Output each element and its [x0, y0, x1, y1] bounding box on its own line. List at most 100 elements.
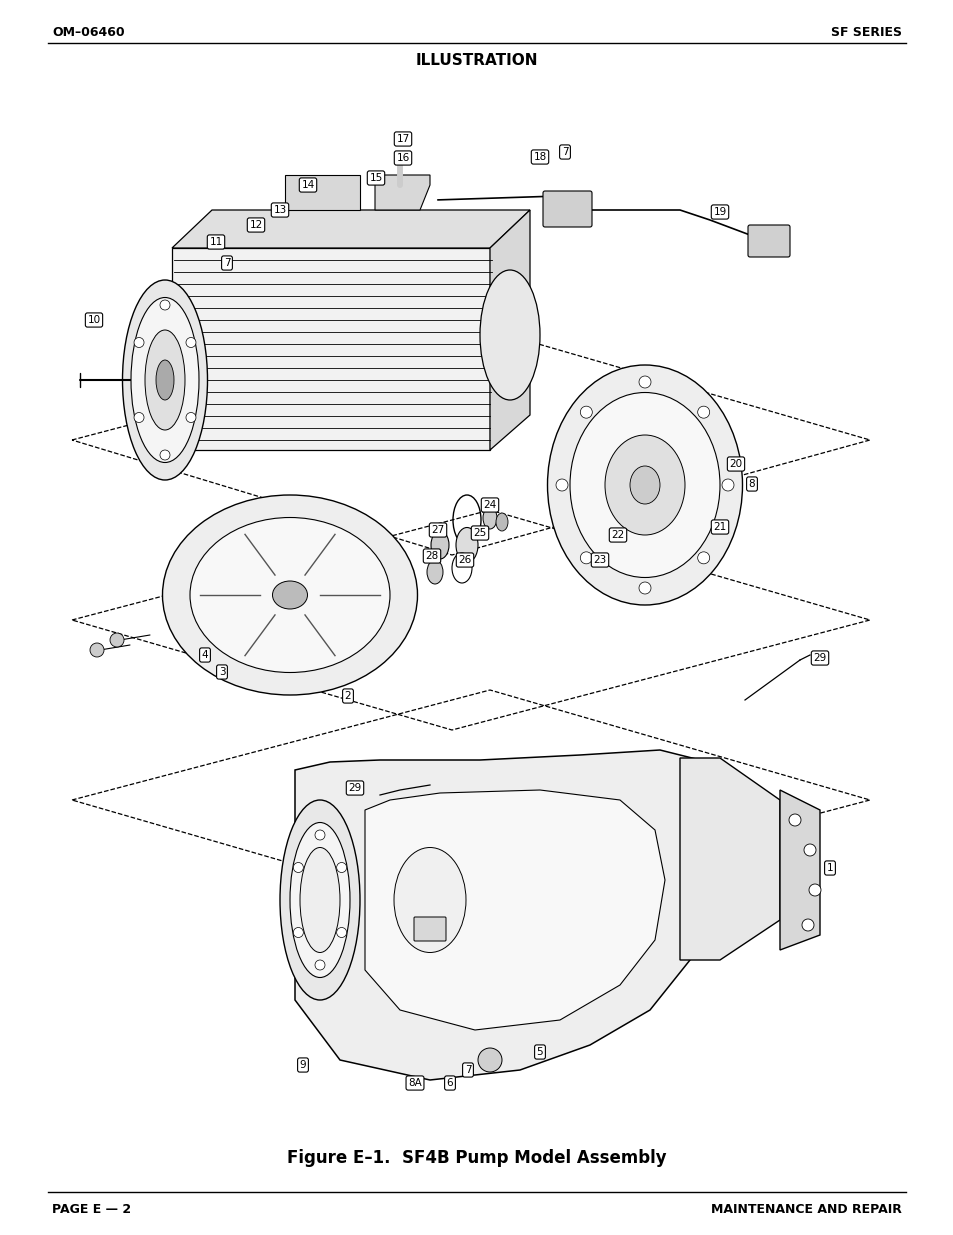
Circle shape — [579, 552, 592, 564]
Circle shape — [293, 927, 303, 937]
Text: 4: 4 — [201, 650, 208, 659]
Circle shape — [90, 643, 104, 657]
Text: 17: 17 — [395, 135, 409, 144]
Circle shape — [110, 634, 124, 647]
Ellipse shape — [162, 495, 417, 695]
Polygon shape — [172, 248, 490, 450]
Ellipse shape — [456, 527, 477, 562]
Text: 12: 12 — [249, 220, 262, 230]
FancyBboxPatch shape — [542, 191, 592, 227]
Text: 26: 26 — [457, 555, 471, 564]
Ellipse shape — [131, 298, 199, 462]
Circle shape — [336, 927, 346, 937]
Text: 7: 7 — [561, 147, 568, 157]
Text: SF SERIES: SF SERIES — [830, 26, 901, 38]
Text: 11: 11 — [209, 237, 222, 247]
Circle shape — [477, 1049, 501, 1072]
Text: 13: 13 — [274, 205, 286, 215]
Circle shape — [788, 814, 801, 826]
Text: 25: 25 — [473, 529, 486, 538]
Circle shape — [721, 479, 733, 492]
Polygon shape — [679, 758, 780, 960]
Ellipse shape — [569, 393, 720, 578]
Polygon shape — [172, 210, 530, 248]
Text: 19: 19 — [713, 207, 726, 217]
Circle shape — [697, 552, 709, 564]
Text: 22: 22 — [611, 530, 624, 540]
Circle shape — [133, 337, 144, 347]
Ellipse shape — [290, 823, 350, 977]
Text: 20: 20 — [729, 459, 741, 469]
Circle shape — [186, 412, 195, 422]
Text: 8A: 8A — [408, 1078, 421, 1088]
Circle shape — [801, 919, 813, 931]
Ellipse shape — [299, 847, 339, 952]
Text: 28: 28 — [425, 551, 438, 561]
Text: 6: 6 — [446, 1078, 453, 1088]
Polygon shape — [780, 790, 820, 950]
Text: 10: 10 — [88, 315, 100, 325]
Polygon shape — [365, 790, 664, 1030]
Ellipse shape — [604, 435, 684, 535]
Circle shape — [293, 862, 303, 872]
Circle shape — [186, 337, 195, 347]
Ellipse shape — [273, 580, 307, 609]
Ellipse shape — [190, 517, 390, 673]
Text: 1: 1 — [826, 863, 832, 873]
Text: 7: 7 — [464, 1065, 471, 1074]
Text: 15: 15 — [369, 173, 382, 183]
Text: 14: 14 — [301, 180, 314, 190]
Circle shape — [803, 844, 815, 856]
Text: 21: 21 — [713, 522, 726, 532]
Circle shape — [556, 479, 567, 492]
Text: OM–06460: OM–06460 — [52, 26, 125, 38]
Text: 9: 9 — [299, 1060, 306, 1070]
Text: 8: 8 — [748, 479, 755, 489]
Ellipse shape — [122, 280, 208, 480]
Text: 18: 18 — [533, 152, 546, 162]
Text: 27: 27 — [431, 525, 444, 535]
Ellipse shape — [479, 270, 539, 400]
Text: 5: 5 — [537, 1047, 543, 1057]
Ellipse shape — [379, 827, 479, 972]
Text: 23: 23 — [593, 555, 606, 564]
FancyBboxPatch shape — [747, 225, 789, 257]
Circle shape — [314, 830, 325, 840]
Circle shape — [579, 406, 592, 419]
Text: PAGE E — 2: PAGE E — 2 — [52, 1203, 131, 1216]
Text: 24: 24 — [483, 500, 497, 510]
Ellipse shape — [629, 466, 659, 504]
Ellipse shape — [145, 330, 185, 430]
Ellipse shape — [482, 508, 497, 529]
Polygon shape — [294, 750, 720, 1079]
Text: Figure E–1.  SF4B Pump Model Assembly: Figure E–1. SF4B Pump Model Assembly — [287, 1149, 666, 1167]
Ellipse shape — [280, 800, 359, 1000]
Circle shape — [160, 300, 170, 310]
Text: 29: 29 — [348, 783, 361, 793]
Text: 7: 7 — [223, 258, 230, 268]
Circle shape — [808, 884, 821, 897]
Circle shape — [639, 375, 650, 388]
Polygon shape — [490, 210, 530, 450]
Circle shape — [336, 862, 346, 872]
Polygon shape — [375, 175, 430, 210]
Circle shape — [160, 450, 170, 459]
Ellipse shape — [156, 359, 173, 400]
Text: ILLUSTRATION: ILLUSTRATION — [416, 53, 537, 68]
Text: 16: 16 — [395, 153, 409, 163]
Text: 3: 3 — [218, 667, 225, 677]
FancyBboxPatch shape — [414, 918, 446, 941]
Text: 2: 2 — [344, 692, 351, 701]
Text: 29: 29 — [813, 653, 825, 663]
Ellipse shape — [431, 531, 449, 559]
Polygon shape — [285, 175, 359, 210]
Circle shape — [133, 412, 144, 422]
Circle shape — [697, 406, 709, 419]
Ellipse shape — [547, 366, 741, 605]
Ellipse shape — [394, 847, 465, 952]
Ellipse shape — [496, 513, 507, 531]
Text: MAINTENANCE AND REPAIR: MAINTENANCE AND REPAIR — [710, 1203, 901, 1216]
Circle shape — [639, 582, 650, 594]
Ellipse shape — [427, 559, 442, 584]
Circle shape — [314, 960, 325, 969]
